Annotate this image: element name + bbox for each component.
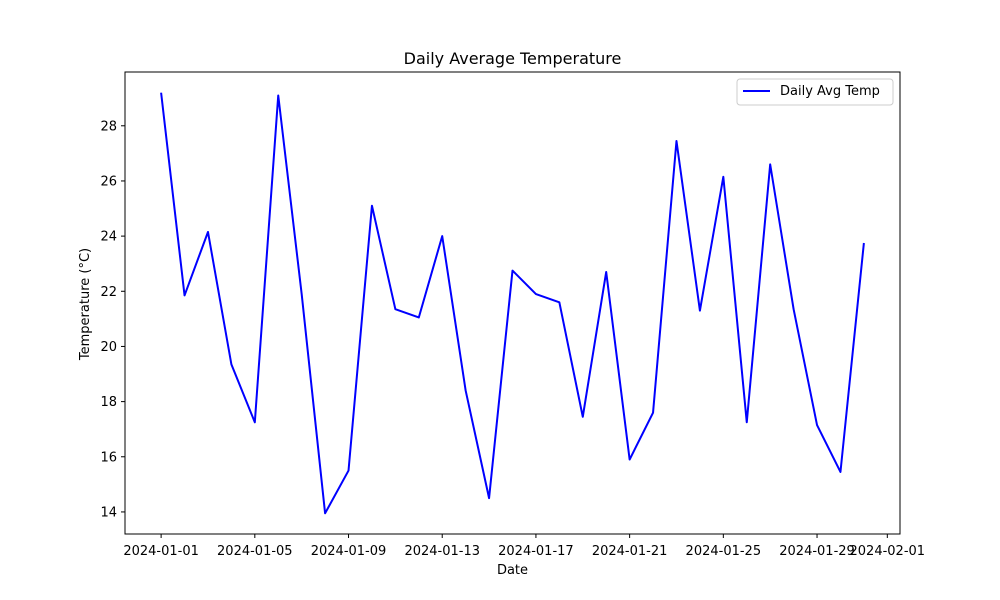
y-axis: 14 16 18 20 22 24 26 28 [100,119,125,520]
y-tick-label: 16 [100,450,117,465]
plot-frame [124,71,901,535]
legend-label: Daily Avg Temp [780,84,880,99]
y-tick-label: 26 [100,174,117,189]
x-tick-label: 2024-01-01 [123,544,199,559]
x-tick-label: 2024-01-05 [217,544,293,559]
y-tick-label: 28 [100,119,117,134]
x-tick-label: 2024-01-17 [498,544,574,559]
chart-title: Daily Average Temperature [404,49,622,68]
plot-area [124,71,901,535]
x-tick-label: 2024-01-13 [404,544,480,559]
x-tick-label: 2024-01-21 [592,544,668,559]
y-tick-label: 22 [100,285,117,300]
y-tick-label: 18 [100,395,117,410]
x-axis: 2024-01-01 2024-01-05 2024-01-09 2024-01-13… [123,534,925,559]
x-tick-label: 2024-01-29 [779,544,855,559]
x-tick-label: 2024-02-01 [850,544,926,559]
y-tick-label: 24 [100,230,117,245]
y-tick-label: 14 [100,505,117,520]
x-tick-label: 2024-01-09 [311,544,387,559]
y-axis-title: Temperature (°C) [78,248,93,361]
legend-box [736,78,894,106]
x-axis-title: Date [497,563,528,578]
y-tick-label: 20 [100,340,117,355]
x-tick-label: 2024-01-25 [686,544,762,559]
legend: Daily Avg Temp [736,78,894,106]
